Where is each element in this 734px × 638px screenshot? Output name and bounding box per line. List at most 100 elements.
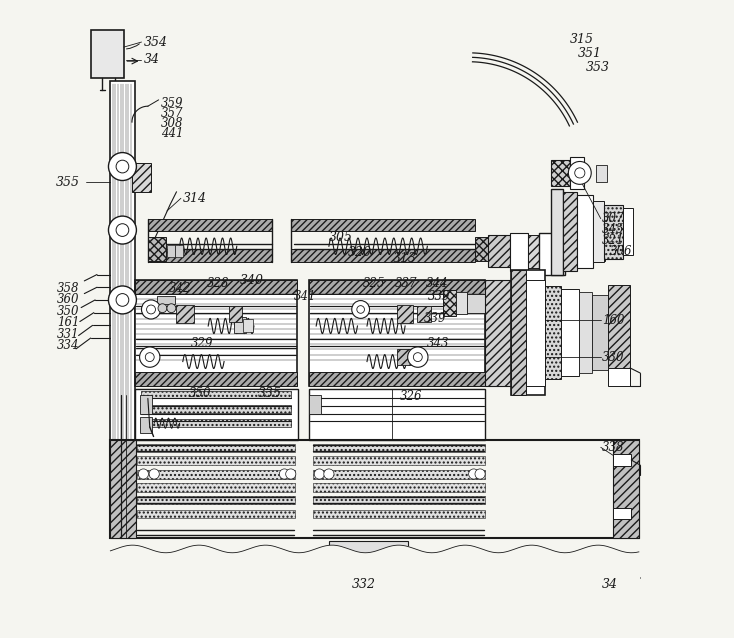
Text: 332: 332 <box>352 578 376 591</box>
Bar <box>487 235 510 267</box>
Circle shape <box>145 353 154 362</box>
Text: 314: 314 <box>183 192 207 205</box>
Bar <box>592 248 605 260</box>
Text: 353: 353 <box>586 61 609 74</box>
Bar <box>91 30 124 78</box>
Circle shape <box>139 347 160 367</box>
Bar <box>313 456 484 465</box>
Bar <box>608 368 630 386</box>
Bar <box>308 372 485 386</box>
Bar <box>142 391 291 398</box>
Circle shape <box>286 469 296 479</box>
Bar <box>142 419 291 427</box>
Circle shape <box>167 304 176 313</box>
Bar <box>456 292 468 314</box>
Bar <box>243 319 252 332</box>
Bar <box>134 279 297 293</box>
Circle shape <box>116 224 128 237</box>
Bar <box>142 405 291 413</box>
Bar <box>592 295 608 370</box>
Text: 339: 339 <box>428 290 451 303</box>
Bar <box>604 205 623 258</box>
Bar <box>291 249 475 262</box>
Circle shape <box>116 160 128 173</box>
Circle shape <box>147 305 156 314</box>
Bar <box>417 306 431 322</box>
Bar <box>313 443 484 452</box>
Bar <box>511 270 526 395</box>
Bar <box>137 470 294 479</box>
Bar <box>475 237 487 261</box>
Text: 315: 315 <box>570 33 595 46</box>
Bar <box>137 510 294 519</box>
Bar <box>313 470 484 479</box>
Text: 342: 342 <box>169 282 192 295</box>
Circle shape <box>280 469 289 479</box>
Bar <box>510 233 528 271</box>
Bar <box>313 483 484 492</box>
Text: 358: 358 <box>57 282 79 295</box>
Text: 307: 307 <box>602 212 625 225</box>
Bar <box>592 202 604 262</box>
Circle shape <box>575 168 585 178</box>
Text: 350: 350 <box>189 387 211 401</box>
Text: 308: 308 <box>161 117 183 130</box>
Text: 305: 305 <box>329 231 353 244</box>
Bar <box>485 279 511 386</box>
Text: 351: 351 <box>578 47 602 60</box>
Circle shape <box>138 469 148 479</box>
Text: 331: 331 <box>57 328 79 341</box>
Circle shape <box>468 469 479 479</box>
Bar <box>167 246 175 256</box>
Bar <box>551 160 570 186</box>
Bar <box>564 242 576 267</box>
Bar <box>623 208 633 255</box>
Bar <box>468 293 485 313</box>
Text: 335: 335 <box>258 387 282 401</box>
Text: 350: 350 <box>57 305 79 318</box>
Bar <box>134 279 297 386</box>
Bar <box>576 244 592 264</box>
Bar <box>175 246 183 256</box>
Circle shape <box>142 300 161 319</box>
Text: 355: 355 <box>56 176 80 189</box>
Text: 334: 334 <box>57 339 79 352</box>
Text: 357: 357 <box>161 107 183 120</box>
Circle shape <box>109 216 137 244</box>
Bar <box>132 163 151 192</box>
Bar <box>329 541 408 563</box>
Bar <box>148 237 166 261</box>
Text: 328: 328 <box>207 277 230 290</box>
Text: 338: 338 <box>602 441 625 454</box>
Text: 360: 360 <box>57 293 79 306</box>
Text: 329: 329 <box>190 337 213 350</box>
Bar <box>308 279 485 293</box>
Bar <box>562 289 579 376</box>
Text: 343: 343 <box>427 337 450 350</box>
Circle shape <box>109 152 137 181</box>
Text: 34: 34 <box>143 54 159 66</box>
Bar <box>579 292 592 373</box>
Bar <box>398 349 413 365</box>
Circle shape <box>324 469 334 479</box>
Bar <box>308 389 485 440</box>
Bar <box>570 157 584 189</box>
Text: 337: 337 <box>395 277 418 290</box>
Text: 161: 161 <box>57 316 79 329</box>
Bar <box>110 81 134 538</box>
Text: 306: 306 <box>610 244 632 258</box>
Text: 325: 325 <box>363 277 385 290</box>
Text: 341: 341 <box>294 290 316 303</box>
Bar <box>134 372 297 386</box>
Bar <box>137 443 294 452</box>
Circle shape <box>109 286 137 314</box>
Bar <box>596 165 607 182</box>
Bar <box>308 279 485 386</box>
Bar <box>577 195 592 268</box>
Bar <box>608 285 630 381</box>
Text: 34: 34 <box>602 578 618 591</box>
Text: 354: 354 <box>143 36 167 48</box>
Bar <box>176 305 195 323</box>
Bar <box>308 395 321 414</box>
Bar <box>148 219 272 232</box>
